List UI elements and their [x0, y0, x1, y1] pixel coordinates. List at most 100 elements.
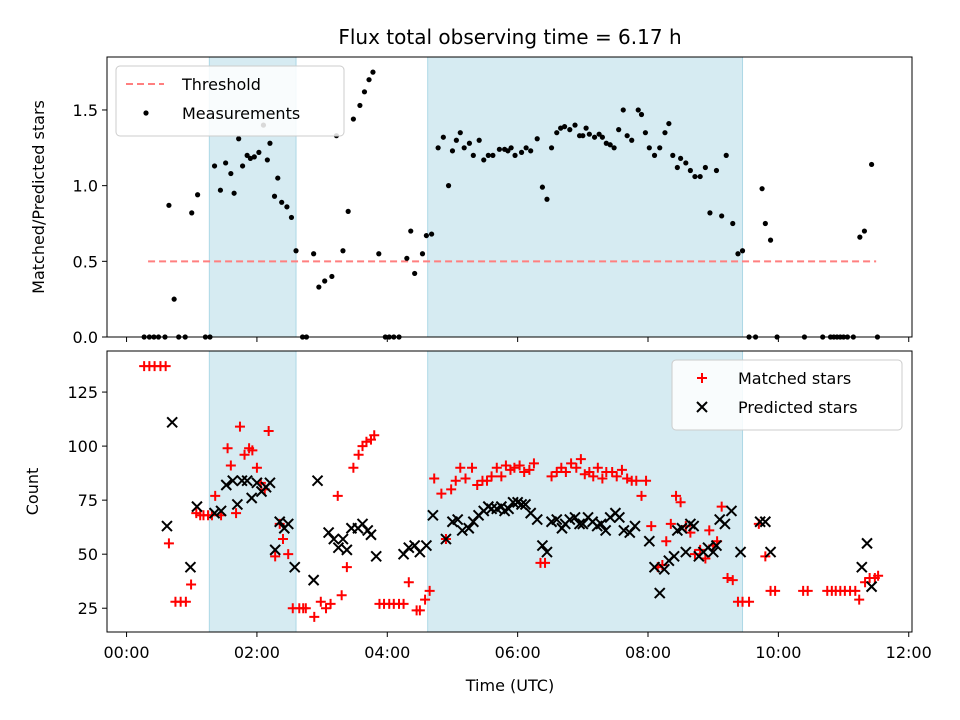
data-point	[719, 518, 731, 530]
data-point	[307, 574, 320, 586]
data-point	[666, 120, 672, 127]
data-point	[661, 536, 672, 547]
data-point	[735, 251, 741, 257]
data-point	[481, 157, 487, 163]
data-point	[370, 69, 376, 75]
data-point	[222, 443, 233, 454]
legend: Matched stars Predicted stars	[671, 359, 903, 431]
data-point	[651, 152, 658, 158]
data-point	[770, 585, 781, 596]
data-point	[725, 505, 738, 517]
data-point	[267, 140, 273, 146]
data-point	[675, 497, 686, 508]
data-point	[586, 131, 592, 137]
data-point	[184, 561, 197, 573]
data-point	[279, 199, 285, 205]
data-point	[429, 473, 440, 484]
legend-label: Threshold	[181, 75, 261, 94]
data-point	[658, 563, 671, 576]
x-tick-label: 12:00	[886, 643, 932, 662]
data-point	[861, 537, 873, 550]
legend-label: Predicted stars	[738, 398, 858, 417]
data-point	[345, 208, 351, 214]
data-point	[680, 546, 692, 558]
data-point	[572, 122, 578, 128]
data-point	[311, 474, 324, 487]
data-point	[643, 535, 656, 547]
data-point	[616, 127, 622, 133]
data-point	[868, 161, 875, 168]
data-point	[236, 474, 248, 487]
data-point	[341, 562, 352, 573]
data-point	[251, 462, 262, 473]
y-tick-label: 0.0	[73, 328, 98, 347]
data-point	[629, 520, 641, 532]
data-point	[507, 496, 519, 509]
data-point	[300, 603, 311, 614]
chart-title: Flux total observing time = 6.17 h	[338, 25, 681, 49]
data-point	[274, 516, 286, 528]
data-point	[566, 458, 577, 469]
data-point	[322, 278, 328, 284]
data-point	[636, 490, 647, 501]
data-point	[519, 498, 532, 511]
data-point	[180, 596, 191, 607]
y-tick-label: 125	[67, 383, 98, 402]
data-point	[225, 460, 236, 471]
data-point	[455, 462, 466, 473]
data-point	[419, 251, 426, 257]
data-point	[293, 248, 299, 254]
data-point	[472, 480, 483, 491]
data-point	[366, 77, 372, 83]
data-point	[453, 137, 459, 143]
data-point	[716, 501, 727, 512]
data-point	[861, 228, 868, 234]
x-tick-label: 06:00	[495, 643, 541, 662]
data-point	[595, 518, 607, 530]
data-point	[461, 145, 467, 151]
y-tick-label: 0.5	[73, 252, 98, 271]
data-point	[247, 445, 258, 456]
data-point	[446, 484, 457, 495]
data-point	[376, 251, 382, 257]
data-point	[485, 503, 498, 515]
data-point	[646, 521, 657, 532]
data-point	[710, 539, 723, 552]
data-point	[642, 130, 649, 136]
data-point	[223, 160, 229, 166]
data-point	[502, 503, 515, 515]
data-point	[540, 557, 551, 568]
data-point	[414, 605, 425, 616]
data-point	[445, 183, 452, 189]
data-point	[592, 462, 603, 473]
data-point	[408, 228, 414, 234]
data-point	[624, 133, 630, 139]
data-point	[429, 231, 435, 237]
data-point	[596, 131, 602, 137]
y-axis-label: Count	[23, 468, 42, 516]
data-point	[580, 133, 586, 139]
data-point	[466, 140, 473, 146]
data-point	[398, 598, 409, 609]
data-point	[505, 148, 511, 154]
data-point	[539, 184, 546, 190]
data-point	[635, 107, 641, 113]
data-point	[329, 273, 335, 280]
data-point	[518, 149, 525, 155]
data-point	[309, 611, 320, 622]
data-point	[707, 546, 719, 558]
data-point	[282, 518, 294, 530]
data-point	[456, 524, 468, 537]
data-point	[404, 255, 410, 261]
data-point	[554, 130, 560, 136]
x-axis-label: Time (UTC)	[465, 676, 554, 695]
data-point	[558, 125, 564, 131]
data-point	[692, 173, 698, 180]
data-point	[491, 462, 502, 473]
ratio-panel: 0.0 0.5 1.0 1.5 Matched/Predicted stars Thres…	[29, 56, 913, 347]
data-point	[171, 296, 177, 302]
data-point	[704, 525, 715, 536]
series-predicted-stars	[161, 416, 878, 599]
data-point	[440, 134, 446, 140]
